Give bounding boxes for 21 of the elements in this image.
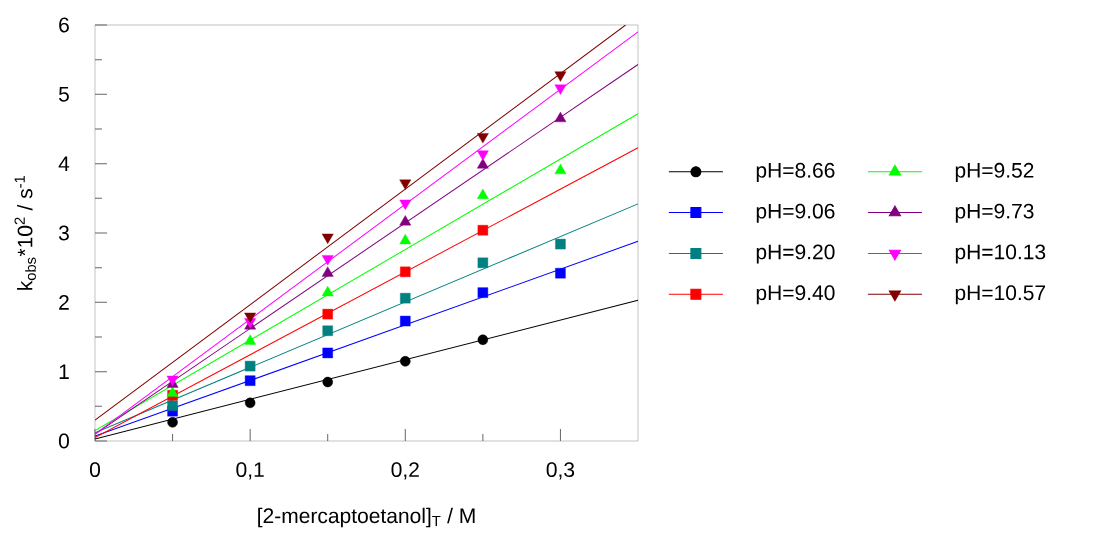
y-tick-label: 2	[59, 295, 69, 310]
legend-label: pH=9.73	[955, 203, 1034, 223]
x-tick-label: 0,2	[391, 462, 419, 480]
x-tick-label: 0	[89, 462, 101, 478]
x-tick-label: 0,1	[236, 462, 264, 480]
legend-label: pH=9.40	[756, 285, 835, 305]
legend-label: pH=9.06	[756, 203, 835, 223]
y-tick-label: 4	[58, 156, 70, 171]
y-tick-label: 5	[58, 87, 69, 102]
y-tick-label: 3	[58, 225, 69, 241]
legend-label: pH=10.13	[955, 244, 1046, 264]
legend-label: pH=8.66	[756, 162, 835, 182]
x-tick-label: 0,3	[546, 462, 575, 480]
y-tick-label: 6	[59, 17, 69, 33]
legend-label: pH=9.52	[955, 162, 1034, 182]
y-tick-label: 1	[59, 364, 69, 379]
x-axis-title: [2-mercaptoetanol]$_{T}$ / M	[258, 507, 475, 528]
y-axis-title: k$_{obs}$*10$^{2}$ / s$^{-1}$	[14, 175, 36, 290]
legend-label: pH=10.57	[955, 285, 1046, 305]
y-tick-label: 0	[58, 433, 69, 449]
legend-label: pH=9.20	[756, 244, 835, 264]
